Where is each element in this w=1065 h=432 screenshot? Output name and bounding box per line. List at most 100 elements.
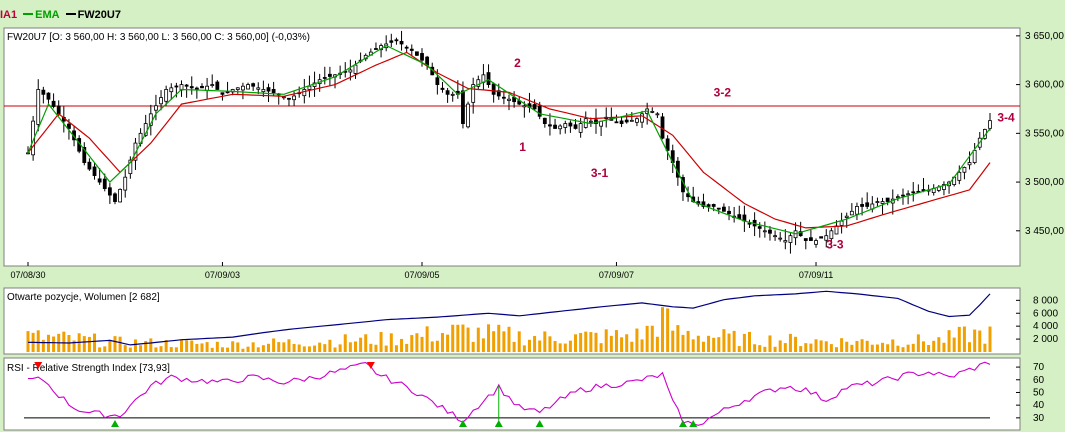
candle-body (824, 235, 829, 241)
candle-body (988, 120, 992, 129)
volume-bar (983, 343, 987, 352)
volume-bar (323, 344, 327, 352)
price-y-tick-label: 3 650,00 (1025, 31, 1064, 42)
candle-body (860, 204, 864, 207)
candle-body (814, 240, 818, 245)
candle-body (164, 89, 169, 102)
volume-bar (451, 324, 455, 352)
candle-body (287, 97, 291, 100)
volume-bar (563, 343, 567, 352)
volume-bar (522, 345, 526, 352)
candle-body (128, 159, 133, 175)
x-tick-label: 07/09/03 (205, 270, 240, 280)
volume-bar (139, 345, 143, 352)
volume-bar (834, 347, 838, 352)
volume-bar (507, 326, 511, 352)
candle-body (895, 196, 900, 199)
annotation-label: 2 (514, 56, 521, 70)
candle-body (757, 226, 762, 229)
volume-bar (190, 340, 194, 352)
candle-body (701, 201, 706, 207)
volume-bar (328, 339, 332, 352)
candle-body (722, 206, 726, 212)
annotation-label: 1 (519, 140, 526, 154)
candle-body (87, 161, 92, 170)
candle-body (578, 123, 583, 133)
candle-body (445, 90, 450, 95)
x-tick-label: 07/09/05 (404, 270, 439, 280)
candle-body (716, 207, 721, 210)
candle-body (235, 87, 240, 90)
candle-body (783, 240, 788, 243)
candle-body (159, 97, 163, 105)
candle-body (281, 96, 286, 99)
volume-bar (446, 334, 450, 352)
volume-bar (246, 346, 250, 352)
volume-bar (133, 339, 137, 352)
volume-bar (742, 333, 746, 352)
volume-bar (72, 340, 76, 352)
candle-body (67, 123, 71, 129)
volume-bar (799, 346, 803, 352)
candle-body (328, 73, 332, 77)
volume-bar (410, 335, 414, 352)
volume-bar (860, 339, 864, 352)
volume-bar (916, 334, 920, 352)
volume-bar (343, 334, 347, 352)
volume-bar (231, 341, 235, 352)
signal-up-marker (110, 420, 119, 427)
volume-bar (87, 336, 91, 352)
volume-bar (701, 341, 705, 352)
volume-bar (947, 330, 951, 352)
volume-bar (277, 342, 281, 352)
legend-line-swatch (65, 13, 76, 16)
volume-bar (707, 335, 711, 352)
volume-bar (481, 338, 485, 352)
candle-body (773, 235, 777, 238)
candle-body (501, 96, 506, 99)
candle-body (200, 85, 204, 89)
volume-bar (471, 341, 475, 352)
volume-bar (313, 345, 317, 352)
candle-body (476, 79, 481, 87)
volume-bar (502, 331, 506, 352)
volume-bar (630, 341, 634, 352)
volume-bar (901, 347, 905, 352)
candle-body (619, 120, 624, 124)
volume-bar (548, 336, 552, 352)
volume-bar (732, 330, 736, 352)
volume-bar (855, 340, 859, 352)
candle-body (588, 120, 593, 123)
candle-body (727, 210, 731, 215)
volume-bar (517, 331, 521, 352)
candle-body (640, 113, 644, 123)
candle-body (82, 147, 87, 163)
candle-body (97, 178, 102, 183)
volume-bar (461, 324, 465, 352)
candle-body (665, 138, 670, 151)
volume-bar (763, 346, 767, 352)
candle-body (353, 64, 358, 74)
candle-body (972, 149, 977, 163)
volume-bar (128, 347, 132, 352)
volume-bar (272, 338, 276, 352)
volume-bar (318, 342, 322, 352)
candle-body (435, 77, 440, 85)
volume-bar (405, 343, 409, 352)
candle-body (706, 204, 711, 207)
volume-bar (415, 333, 419, 352)
candle-body (194, 87, 199, 90)
volume-bar (374, 344, 378, 352)
candle-body (118, 188, 123, 203)
volume-bar (492, 331, 496, 352)
volume-bar (655, 336, 659, 352)
annotation-label: 3-1 (591, 166, 609, 180)
volume-bar (180, 339, 184, 352)
volume-panel (3, 287, 1021, 355)
volume-bar (640, 339, 644, 352)
volume-bar (533, 335, 537, 352)
candle-body (957, 171, 962, 181)
candle-body (256, 87, 261, 90)
candle-body (26, 152, 30, 155)
